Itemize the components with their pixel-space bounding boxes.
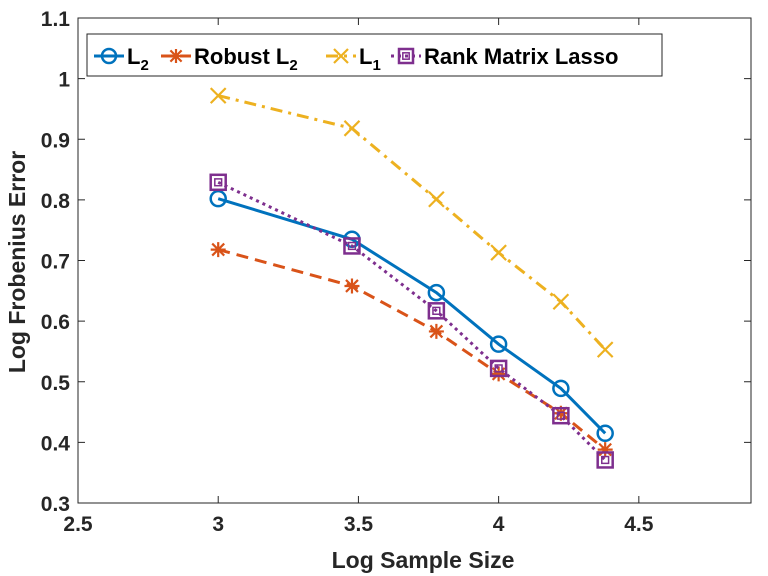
series-line-robust-l2 <box>217 248 607 451</box>
data-point-rank-matrix-lasso <box>596 451 614 469</box>
data-point-rank-matrix-lasso <box>209 173 227 192</box>
data-point-l2 <box>489 335 508 353</box>
y-tick-label: 0.6 <box>41 311 70 334</box>
y-tick-label: 1.1 <box>41 8 71 31</box>
series-line-l2 <box>217 197 607 435</box>
legend-label: L2 <box>127 44 149 74</box>
y-tick-label: 0.5 <box>41 372 71 395</box>
data-point-l2 <box>427 283 446 302</box>
x-tick-label: 3.5 <box>344 513 374 536</box>
series-line-l1 <box>217 94 607 351</box>
data-layer <box>209 87 614 469</box>
data-point-l1 <box>209 87 227 104</box>
legend-label: L1 <box>359 44 381 74</box>
series-rank-matrix-lasso <box>209 173 614 469</box>
data-point-rank-matrix-lasso <box>427 302 446 320</box>
plot-area <box>77 17 752 504</box>
marker-square-outer <box>343 237 361 255</box>
marker-square-outer <box>427 302 446 320</box>
data-point-l2 <box>552 379 570 398</box>
data-point-rank-matrix-lasso <box>343 237 361 255</box>
legend-entry-robust-l2: Robust L2 <box>161 44 298 74</box>
data-point-l1 <box>552 293 570 311</box>
legend-entry-rank-matrix-lasso: Rank Matrix Lasso <box>391 44 618 69</box>
series-robust-l2 <box>210 242 613 458</box>
marker-square-inner <box>402 52 410 60</box>
legend-entry-l2: L2 <box>94 44 149 74</box>
y-tick-label: 0.3 <box>41 493 70 516</box>
data-point-rank-matrix-lasso <box>489 359 508 378</box>
tick-layer: 2.5 3 3.5 4 4.5 0.3 0.4 0.5 0.6 0.7 0.8 0.9 1 1.1 <box>41 8 751 536</box>
marker-square-outer <box>209 173 227 192</box>
x-tick-label: 3 <box>212 513 224 536</box>
y-tick-label: 0.4 <box>41 432 71 455</box>
data-point-l1 <box>428 190 445 208</box>
marker-square-inner <box>432 306 441 315</box>
legend-entry-l1: L1 <box>326 44 381 74</box>
series-l2 <box>209 189 614 443</box>
data-point-l2 <box>209 189 227 208</box>
marker-square-inner <box>494 364 503 373</box>
legend: L2 Robust L2 L1 Rank Matrix Lasso <box>86 33 663 77</box>
marker-square-inner <box>556 411 566 420</box>
data-point-l1 <box>596 341 614 358</box>
data-point-l1 <box>343 120 361 137</box>
marker-square-outer <box>489 359 508 378</box>
data-point-robust-l2 <box>553 405 569 421</box>
data-point-robust-l2 <box>597 442 613 458</box>
x-tick-label: 4 <box>493 513 505 536</box>
legend-marker <box>100 47 118 65</box>
y-axis-title: Log Frobenius Error <box>4 151 30 373</box>
data-point-l1 <box>490 244 507 261</box>
data-point-rank-matrix-lasso <box>552 406 570 425</box>
legend-label: Rank Matrix Lasso <box>424 44 618 69</box>
marker-square-inner <box>601 455 610 465</box>
x-tick-label: 2.5 <box>63 513 93 536</box>
data-point-robust-l2 <box>210 242 226 258</box>
x-tick-label: 4.5 <box>624 513 654 536</box>
data-point-l2 <box>596 424 614 443</box>
marker-square-outer <box>552 406 570 425</box>
marker-square-outer <box>397 47 415 65</box>
y-tick-label: 0.8 <box>41 190 71 213</box>
data-point-robust-l2 <box>428 323 444 339</box>
marker-square-inner <box>214 178 223 187</box>
y-tick-label: 1 <box>58 69 70 92</box>
marker-square-inner <box>347 241 357 251</box>
plot-frame <box>77 17 752 504</box>
x-axis-title: Log Sample Size <box>332 547 515 573</box>
data-point-robust-l2 <box>344 278 360 294</box>
legend-label: Robust L2 <box>194 44 298 74</box>
legend-marker <box>397 47 415 65</box>
y-tick-label: 0.9 <box>41 129 70 152</box>
marker-square-outer <box>596 451 614 469</box>
y-tick-label: 0.7 <box>41 251 70 274</box>
legend-marker <box>333 48 349 64</box>
series-l1 <box>209 87 614 358</box>
legend-marker <box>169 49 183 63</box>
data-point-robust-l2 <box>491 366 507 382</box>
